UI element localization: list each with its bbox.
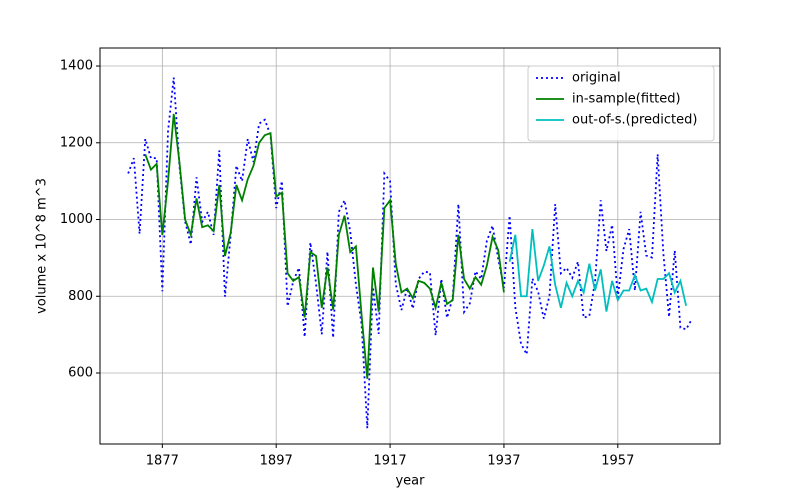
y-tick-label: 1400 [60,59,93,74]
legend-label: original [572,71,621,86]
y-axis-label: volume x 10^8 m^3 [35,178,50,314]
series-line [508,229,688,312]
axes-frame [99,47,721,445]
y-tick-label: 600 [68,366,93,381]
legend-box [527,65,715,142]
x-axis-label: year [395,474,425,489]
series-line [144,113,505,379]
legend-label: out-of-s.(predicted) [572,113,697,128]
y-tick-label: 800 [68,289,93,304]
y-tick-label: 1200 [60,135,93,150]
x-tick-label: 1937 [487,454,520,469]
legend-label: in-sample(fitted) [572,92,681,107]
x-tick-label: 1897 [260,454,293,469]
x-tick-label: 1917 [374,454,407,469]
series-line [127,77,693,429]
x-tick-label: 1877 [146,454,179,469]
y-tick-label: 1000 [60,212,93,227]
x-tick-label: 1957 [601,454,634,469]
